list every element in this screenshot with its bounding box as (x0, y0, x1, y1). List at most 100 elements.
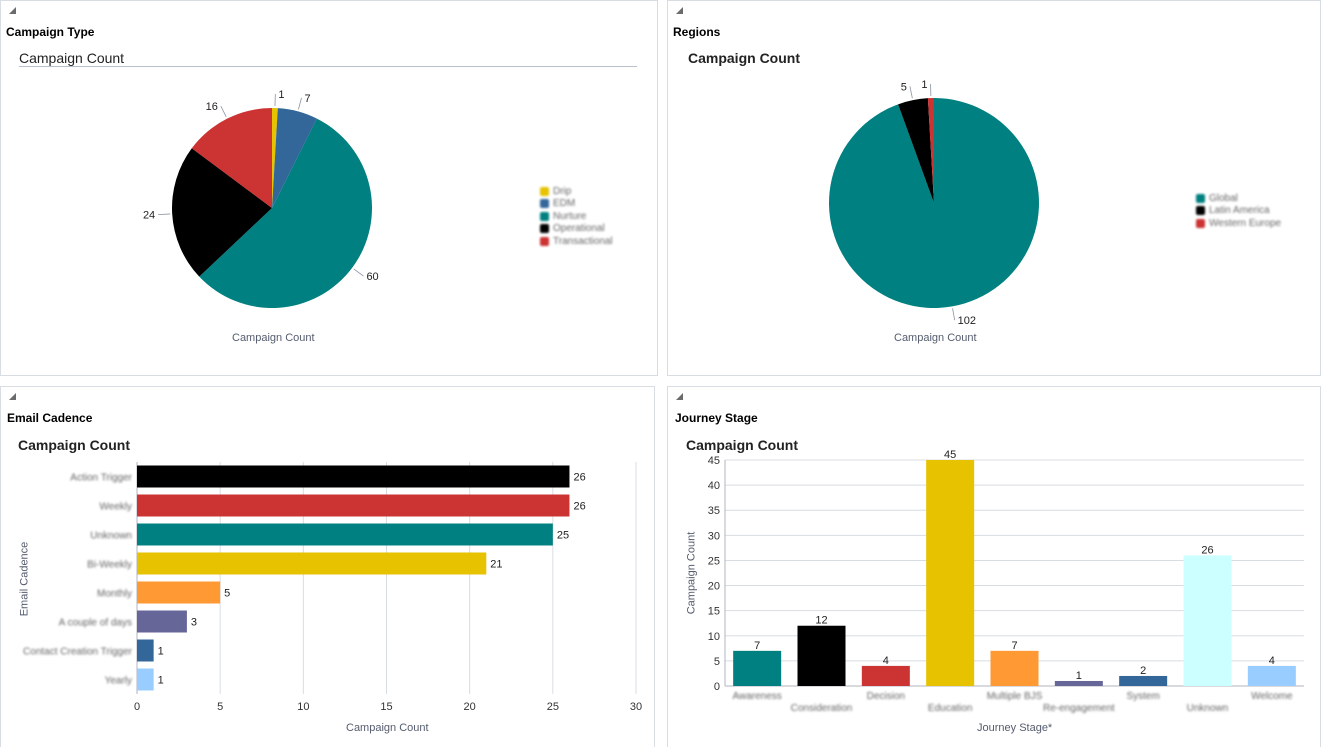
journey-stage-bar-chart: 0510152025303540457Awareness12Considerat… (668, 387, 1321, 748)
bar-education (926, 460, 974, 686)
pie-leader-line (953, 308, 955, 320)
bar-contact-creation-trigger (137, 640, 154, 662)
bar-unknown (137, 524, 553, 546)
bar-data-label: 21 (490, 559, 502, 571)
bar-data-label: 45 (944, 449, 956, 461)
legend-swatch (1196, 219, 1205, 228)
bar-data-label: 2 (1140, 665, 1146, 677)
bar-data-label: 4 (883, 655, 889, 667)
legend-swatch (540, 199, 549, 208)
x-tick-label: Re-engagement (1043, 703, 1115, 714)
x-tick-label: System (1126, 691, 1159, 702)
bar-awareness (733, 651, 781, 686)
y-tick-label: Unknown (90, 531, 132, 542)
legend-item: Nurture (540, 210, 613, 223)
bar-data-label: 25 (557, 530, 569, 542)
pie-leader-line (221, 106, 226, 117)
x-tick-label: 15 (380, 701, 392, 713)
bar-action-trigger (137, 466, 569, 488)
y-tick-label: Weekly (99, 502, 132, 513)
bar-consideration (798, 626, 846, 686)
legend-item: Operational (540, 223, 613, 236)
legend-swatch (540, 224, 549, 233)
legend-swatch (1196, 194, 1205, 203)
x-tick-label: Welcome (1251, 691, 1293, 702)
pie-data-label: 7 (305, 93, 311, 105)
y-tick-label: A couple of days (59, 618, 132, 629)
bar-data-label: 1 (158, 646, 164, 658)
bar-system (1119, 676, 1167, 686)
bar-a-couple-of-days (137, 611, 187, 633)
pie-data-label: 60 (366, 271, 378, 283)
y-tick-label: 5 (714, 656, 720, 668)
bar-weekly (137, 495, 569, 517)
x-tick-label: Unknown (1187, 703, 1229, 714)
bar-unknown (1184, 555, 1232, 686)
bar-data-label: 4 (1269, 655, 1275, 667)
x-tick-label: Awareness (733, 691, 782, 702)
legend-label: EDM (553, 198, 575, 209)
x-tick-label: 10 (297, 701, 309, 713)
legend-label: Transactional (553, 236, 613, 247)
x-axis-title: Campaign Count (346, 722, 429, 734)
pie-data-label: 16 (206, 101, 218, 113)
bar-welcome (1248, 666, 1296, 686)
y-tick-label: Action Trigger (70, 473, 132, 484)
bar-data-label: 3 (191, 617, 197, 629)
bar-data-label: 26 (573, 472, 585, 484)
legend-label: Operational (553, 223, 605, 234)
legend-label: Latin America (1209, 205, 1270, 216)
bar-yearly (137, 669, 154, 691)
pie-leader-line (298, 98, 301, 110)
pie-data-label: 1 (278, 89, 284, 101)
x-tick-label: 5 (217, 701, 223, 713)
pie-data-label: 5 (901, 81, 907, 93)
x-tick-label: Consideration (791, 703, 853, 714)
pie-leader-line (158, 214, 170, 215)
legend-item: Latin America (1196, 205, 1281, 218)
pie-leader-line (354, 269, 364, 276)
legend-label: Nurture (553, 211, 586, 222)
pie-leader-line (910, 86, 912, 98)
bar-data-label: 7 (754, 640, 760, 652)
pie-data-label: 1 (921, 79, 927, 91)
bar-data-label: 1 (1076, 670, 1082, 682)
legend-swatch (540, 212, 549, 221)
bar-monthly (137, 582, 220, 604)
pie-data-label: 24 (143, 210, 155, 222)
x-tick-label: 25 (547, 701, 559, 713)
y-tick-label: 15 (708, 606, 720, 618)
y-axis-title: Email Cadence (18, 542, 30, 617)
pie-axis-label: Campaign Count (894, 332, 977, 344)
legend-label: Western Europe (1209, 218, 1281, 229)
legend-item: Western Europe (1196, 217, 1281, 230)
x-tick-label: Education (928, 703, 972, 714)
bar-data-label: 5 (224, 588, 230, 600)
legend-label: Drip (553, 186, 571, 197)
legend-item: Transactional (540, 235, 613, 248)
x-tick-label: Decision (867, 691, 905, 702)
y-axis-title: Campaign Count (685, 532, 697, 615)
y-tick-label: 40 (708, 480, 720, 492)
legend-swatch (1196, 206, 1205, 215)
bar-data-label: 7 (1011, 640, 1017, 652)
bar-multiple-bjs (991, 651, 1039, 686)
legend-label: Global (1209, 193, 1238, 204)
bar-decision (862, 666, 910, 686)
legend-item: Global (1196, 192, 1281, 205)
y-tick-label: Monthly (97, 589, 132, 600)
legend-swatch (540, 237, 549, 246)
pie-axis-label: Campaign Count (232, 332, 315, 344)
y-tick-label: 30 (708, 530, 720, 542)
y-tick-label: 25 (708, 555, 720, 567)
y-tick-label: Yearly (105, 676, 132, 687)
x-tick-label: 30 (630, 701, 642, 713)
legend-item: EDM (540, 198, 613, 211)
x-tick-label: Multiple BJS (987, 691, 1043, 702)
